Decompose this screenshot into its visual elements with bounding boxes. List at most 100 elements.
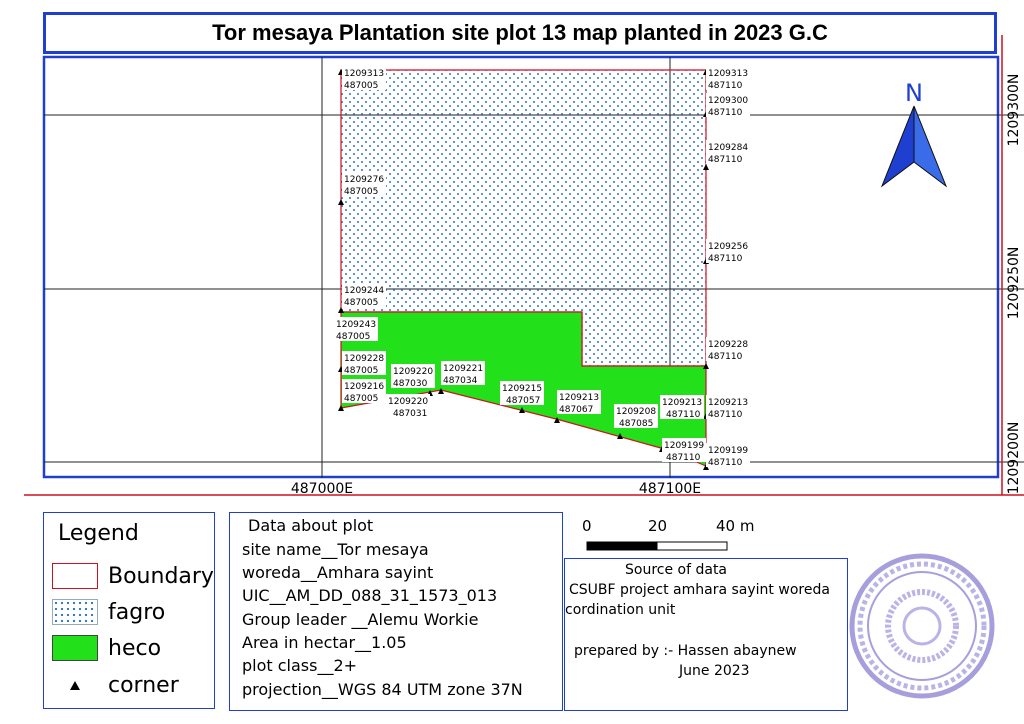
svg-text:487110: 487110 xyxy=(666,453,701,463)
legend-item-corner: corner xyxy=(52,670,179,700)
svg-text:1209213: 1209213 xyxy=(662,398,702,408)
source-line-2: cordination unit xyxy=(565,602,676,618)
corner-label: 1209220 487031 xyxy=(386,394,430,419)
corner-label: 1209228 487110 xyxy=(706,337,750,362)
plot-data-woreda: woreda__Amhara sayint xyxy=(242,563,434,582)
svg-text:487110: 487110 xyxy=(708,410,743,420)
svg-text:1209208: 1209208 xyxy=(616,407,656,417)
svg-text:487110: 487110 xyxy=(708,254,743,264)
corner-label: 1209313 487005 xyxy=(342,66,386,91)
prepared-date: June 2023 xyxy=(679,663,750,679)
svg-text:1209228: 1209228 xyxy=(344,354,384,364)
y-axis-label-1209200: 1209200N xyxy=(1006,422,1022,495)
svg-text:487085: 487085 xyxy=(619,419,653,429)
corner-label: 1209216 487005 xyxy=(342,379,386,404)
boundary-swatch xyxy=(52,563,98,589)
corner-label: 1209221 487034 xyxy=(441,361,485,386)
plot-data-group-leader: Group leader __Alemu Workie xyxy=(242,610,479,629)
seal-stamp-icon xyxy=(849,553,995,699)
corner-label: 1209243 487005 xyxy=(334,317,378,342)
scale-label-40: 40 m xyxy=(716,517,755,535)
legend-item-boundary: Boundary xyxy=(52,561,214,591)
legend-panel: Legend Boundary fagro heco corner xyxy=(43,512,215,709)
svg-text:487110: 487110 xyxy=(708,458,743,468)
prepared-by: prepared by :- Hassen abaynew xyxy=(574,643,797,659)
x-axis-label-487100: 487100E xyxy=(639,481,701,497)
y-axis-label-1209300: 1209300N xyxy=(1006,74,1022,147)
svg-text:487057: 487057 xyxy=(506,396,540,406)
corner-label: 1209300 487110 xyxy=(706,93,750,118)
corner-labels: 1209313 487005 1209313 487110 1209300 48711… xyxy=(334,66,750,468)
legend-title: Legend xyxy=(58,521,139,546)
plot-data-area: Area in hectar__1.05 xyxy=(242,633,407,652)
corner-label: 1209244 487005 xyxy=(342,283,386,308)
svg-text:1209213: 1209213 xyxy=(559,393,599,403)
svg-text:487110: 487110 xyxy=(708,352,743,362)
legend-item-heco: heco xyxy=(52,633,161,663)
corner-marker xyxy=(703,363,709,369)
corner-marker xyxy=(338,199,344,205)
svg-text:487110: 487110 xyxy=(708,81,743,91)
scale-label-20: 20 xyxy=(648,517,668,535)
svg-text:1209243: 1209243 xyxy=(336,320,376,330)
plot-data-heading: Data about plot xyxy=(248,516,374,535)
plot-data-class: plot class__2+ xyxy=(242,656,358,675)
page-title: Tor mesaya Plantation site plot 13 map p… xyxy=(212,20,828,45)
heco-swatch xyxy=(52,635,98,661)
svg-text:1209244: 1209244 xyxy=(344,286,384,296)
north-label: N xyxy=(905,79,923,107)
svg-text:487110: 487110 xyxy=(708,155,743,165)
scale-bar xyxy=(586,541,728,551)
corner-marker xyxy=(703,164,709,170)
svg-text:487005: 487005 xyxy=(344,394,378,404)
corner-label: 1209220 487030 xyxy=(391,364,435,389)
corner-label: 1209284 487110 xyxy=(706,140,750,165)
svg-text:1209215: 1209215 xyxy=(502,384,542,394)
svg-text:1209276: 1209276 xyxy=(344,175,384,185)
corner-label: 1209213 487067 xyxy=(557,390,601,415)
corner-label: 1209256 487110 xyxy=(706,239,750,264)
corner-label: 1209313 487110 xyxy=(706,66,750,91)
svg-text:487005: 487005 xyxy=(344,366,378,376)
source-panel: Source of data CSUBF project amhara sayi… xyxy=(564,558,848,711)
corner-label: 1209208 487085 xyxy=(614,404,658,429)
source-heading: Source of data xyxy=(625,562,728,578)
svg-text:1209300: 1209300 xyxy=(708,96,748,106)
svg-text:487031: 487031 xyxy=(393,409,427,419)
svg-text:487030: 487030 xyxy=(393,379,428,389)
svg-text:1209313: 1209313 xyxy=(344,69,384,79)
fagro-swatch xyxy=(52,599,98,625)
corner-label: 1209215 487057 xyxy=(500,381,544,406)
svg-text:487005: 487005 xyxy=(344,187,378,197)
corner-label: 1209199 487110 xyxy=(706,443,750,468)
svg-text:1209256: 1209256 xyxy=(708,242,748,252)
svg-text:1209228: 1209228 xyxy=(708,340,748,350)
svg-text:487034: 487034 xyxy=(443,376,478,386)
svg-text:1209221: 1209221 xyxy=(443,364,483,374)
legend-label-boundary: Boundary xyxy=(108,563,214,589)
svg-text:1209199: 1209199 xyxy=(664,441,704,451)
corner-triangle-icon xyxy=(52,672,98,698)
map-title-box: Tor mesaya Plantation site plot 13 map p… xyxy=(43,12,997,54)
plot-data-panel: Data about plot site name__Tor mesaya wo… xyxy=(229,512,563,711)
svg-text:1209313: 1209313 xyxy=(708,69,748,79)
legend-item-fagro: fagro xyxy=(52,597,165,627)
scale-bar-segment-2 xyxy=(656,541,728,551)
plot-data-site-name: site name__Tor mesaya xyxy=(242,540,429,559)
plot-data-projection: projection__WGS 84 UTM zone 37N xyxy=(242,680,523,699)
legend-label-fagro: fagro xyxy=(108,599,166,625)
north-arrow-icon: N xyxy=(880,79,948,188)
corner-marker xyxy=(617,433,623,439)
svg-text:1209220: 1209220 xyxy=(393,367,433,377)
scale-bar-segment-1 xyxy=(586,541,658,551)
plot-data-uic: UIC__AM_DD_088_31_1573_013 xyxy=(242,586,498,605)
svg-text:1209284: 1209284 xyxy=(708,143,748,153)
legend-label-corner: corner xyxy=(108,672,179,698)
corner-marker xyxy=(338,405,344,411)
legend-label-heco: heco xyxy=(108,635,162,661)
source-line-1: CSUBF project amhara sayint woreda xyxy=(569,582,830,598)
svg-text:1209216: 1209216 xyxy=(344,382,384,392)
svg-text:487005: 487005 xyxy=(336,332,370,342)
corner-marker xyxy=(338,307,344,313)
